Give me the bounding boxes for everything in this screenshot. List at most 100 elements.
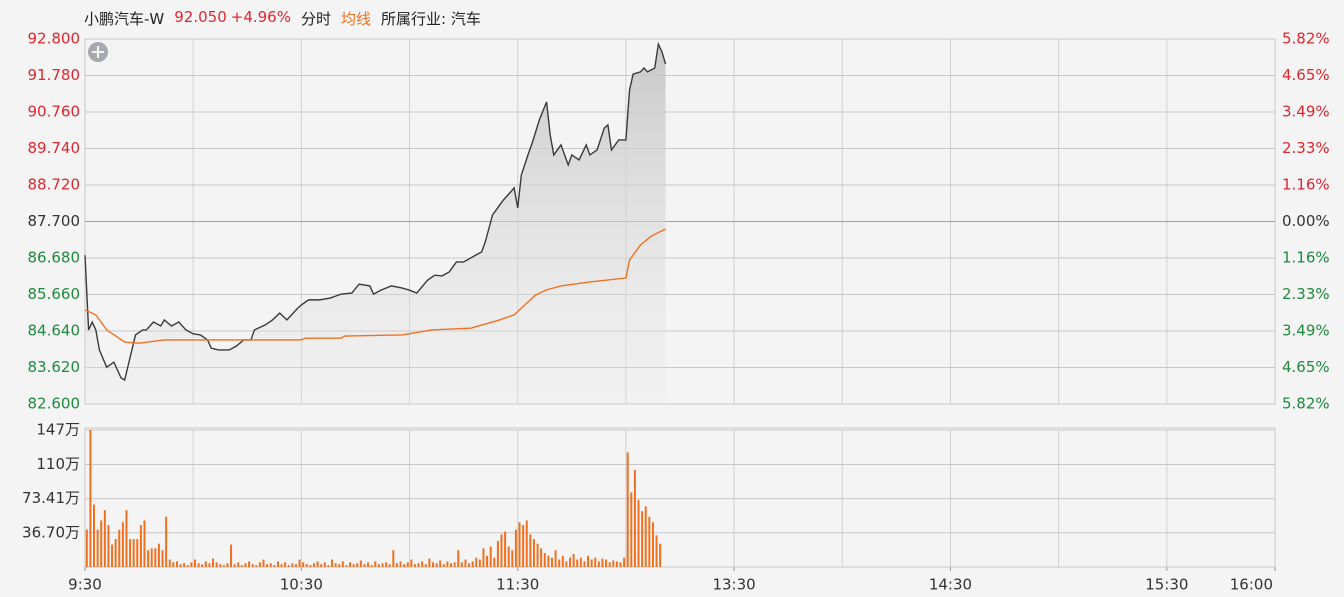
- x-tick-label: 10:30: [280, 576, 323, 594]
- volume-bar: [309, 565, 312, 567]
- volume-bar: [587, 555, 590, 567]
- volume-bar: [486, 555, 489, 567]
- volume-bar: [525, 520, 528, 567]
- x-tick-label: 14:30: [929, 576, 972, 594]
- price-area: [85, 44, 666, 405]
- y2-tick-label: 4.65%: [1282, 358, 1330, 376]
- volume-bar: [608, 562, 611, 567]
- volume-bar: [204, 561, 207, 567]
- volume-bar: [522, 525, 525, 567]
- volume-bar: [255, 565, 258, 567]
- volume-bar: [601, 558, 604, 567]
- y2-tick-label: 2.33%: [1282, 285, 1330, 303]
- y-tick-label: 87.700: [28, 212, 81, 230]
- volume-bar: [504, 531, 507, 567]
- volume-bar: [248, 561, 251, 567]
- y-tick-label: 92.800: [28, 30, 81, 48]
- volume-bar: [507, 546, 510, 567]
- volume-bar: [514, 529, 517, 567]
- legend-avg[interactable]: 均线: [341, 10, 372, 28]
- volume-bar: [590, 559, 593, 567]
- volume-bar: [475, 557, 478, 567]
- volume-bar: [431, 562, 434, 567]
- volume-bar: [605, 559, 608, 567]
- volume-bar: [385, 562, 388, 567]
- volume-bar: [410, 559, 413, 567]
- volume-bar: [579, 557, 582, 567]
- y-tick-label: 73.41万: [22, 489, 80, 507]
- stock-name: 小鹏汽车-W: [84, 10, 165, 28]
- y-tick-label: 90.760: [28, 103, 81, 121]
- x-tick-label: 11:30: [496, 576, 539, 594]
- volume-bar: [136, 539, 139, 567]
- volume-bar: [349, 562, 352, 567]
- volume-bar: [659, 543, 662, 567]
- y2-tick-label: 2.33%: [1282, 139, 1330, 157]
- volume-bar: [222, 565, 225, 567]
- volume-bar: [370, 565, 373, 567]
- y2-tick-label: 3.49%: [1282, 103, 1330, 121]
- volume-bar: [168, 559, 171, 567]
- volume-bar: [453, 562, 456, 567]
- volume-bar: [471, 561, 474, 567]
- volume-bar: [298, 559, 301, 567]
- volume-bar: [312, 563, 315, 567]
- price-line: [84, 41, 667, 382]
- volume-bar: [388, 564, 391, 567]
- volume-bar: [96, 529, 99, 567]
- volume-bar: [500, 534, 503, 567]
- volume-bar: [165, 516, 168, 567]
- industry: 所属行业: 汽车: [381, 10, 481, 28]
- volume-bar: [183, 563, 186, 567]
- volume-bar: [435, 563, 438, 567]
- volume-bar: [550, 557, 553, 567]
- volume-bar: [561, 555, 564, 567]
- volume-bar: [125, 510, 128, 567]
- mode[interactable]: 分时: [300, 10, 331, 28]
- volume-bar: [302, 562, 305, 567]
- volume-bar: [323, 562, 326, 567]
- volume-bar: [266, 564, 269, 567]
- volume-bar: [345, 565, 348, 567]
- volume-bar: [334, 563, 337, 567]
- volume-bar: [367, 562, 370, 567]
- volume-bar: [651, 522, 654, 567]
- volume-bar: [294, 564, 297, 567]
- volume-bar: [633, 470, 636, 567]
- plot-frame: [84, 427, 1276, 568]
- volume-bar: [197, 563, 200, 567]
- volume-bar: [395, 563, 398, 567]
- volume-bar: [558, 559, 561, 567]
- volume-bar: [193, 559, 196, 567]
- y2-tick-label: 1.16%: [1282, 248, 1330, 266]
- volume-bar: [511, 550, 514, 567]
- volume-bar: [450, 563, 453, 567]
- volume-bar: [190, 562, 193, 567]
- volume-bar: [103, 510, 106, 567]
- x-tick-label: 13:30: [712, 576, 755, 594]
- y2-tick-label: 1.16%: [1282, 176, 1330, 194]
- volume-bar: [273, 565, 276, 567]
- y-tick-label: 84.640: [28, 322, 81, 340]
- volume-bar: [565, 561, 568, 567]
- volume-bar: [352, 564, 355, 567]
- avg-line: [84, 228, 666, 344]
- price: 92.050: [174, 8, 227, 26]
- volume-bar: [655, 535, 658, 567]
- volume-bar: [291, 563, 294, 567]
- volume-bar: [269, 563, 272, 567]
- volume-bar: [399, 561, 402, 567]
- volume-bar: [154, 548, 157, 567]
- volume-bar: [147, 550, 150, 567]
- volume-bar: [489, 546, 492, 567]
- y2-tick-label: 4.65%: [1282, 66, 1330, 84]
- volume-bar: [619, 562, 622, 567]
- volume-bar: [532, 539, 535, 567]
- volume-bar: [212, 558, 215, 567]
- volume-bar: [327, 565, 330, 567]
- volume-bar: [637, 499, 640, 567]
- volume-bar: [129, 539, 132, 567]
- volume-bar: [597, 561, 600, 567]
- volume-bar: [85, 529, 88, 567]
- volume-bar: [540, 548, 543, 567]
